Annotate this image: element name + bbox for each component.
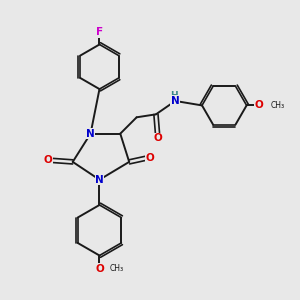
Text: CH₃: CH₃ bbox=[270, 101, 284, 110]
Text: H: H bbox=[170, 91, 178, 100]
Text: N: N bbox=[95, 175, 104, 185]
Text: O: O bbox=[44, 155, 53, 165]
Text: O: O bbox=[255, 100, 263, 110]
Text: CH₃: CH₃ bbox=[110, 264, 124, 273]
Text: O: O bbox=[95, 264, 104, 274]
Text: F: F bbox=[96, 27, 103, 37]
Text: N: N bbox=[171, 96, 180, 106]
Text: O: O bbox=[153, 133, 162, 143]
Text: O: O bbox=[146, 153, 154, 163]
Text: N: N bbox=[86, 129, 95, 139]
